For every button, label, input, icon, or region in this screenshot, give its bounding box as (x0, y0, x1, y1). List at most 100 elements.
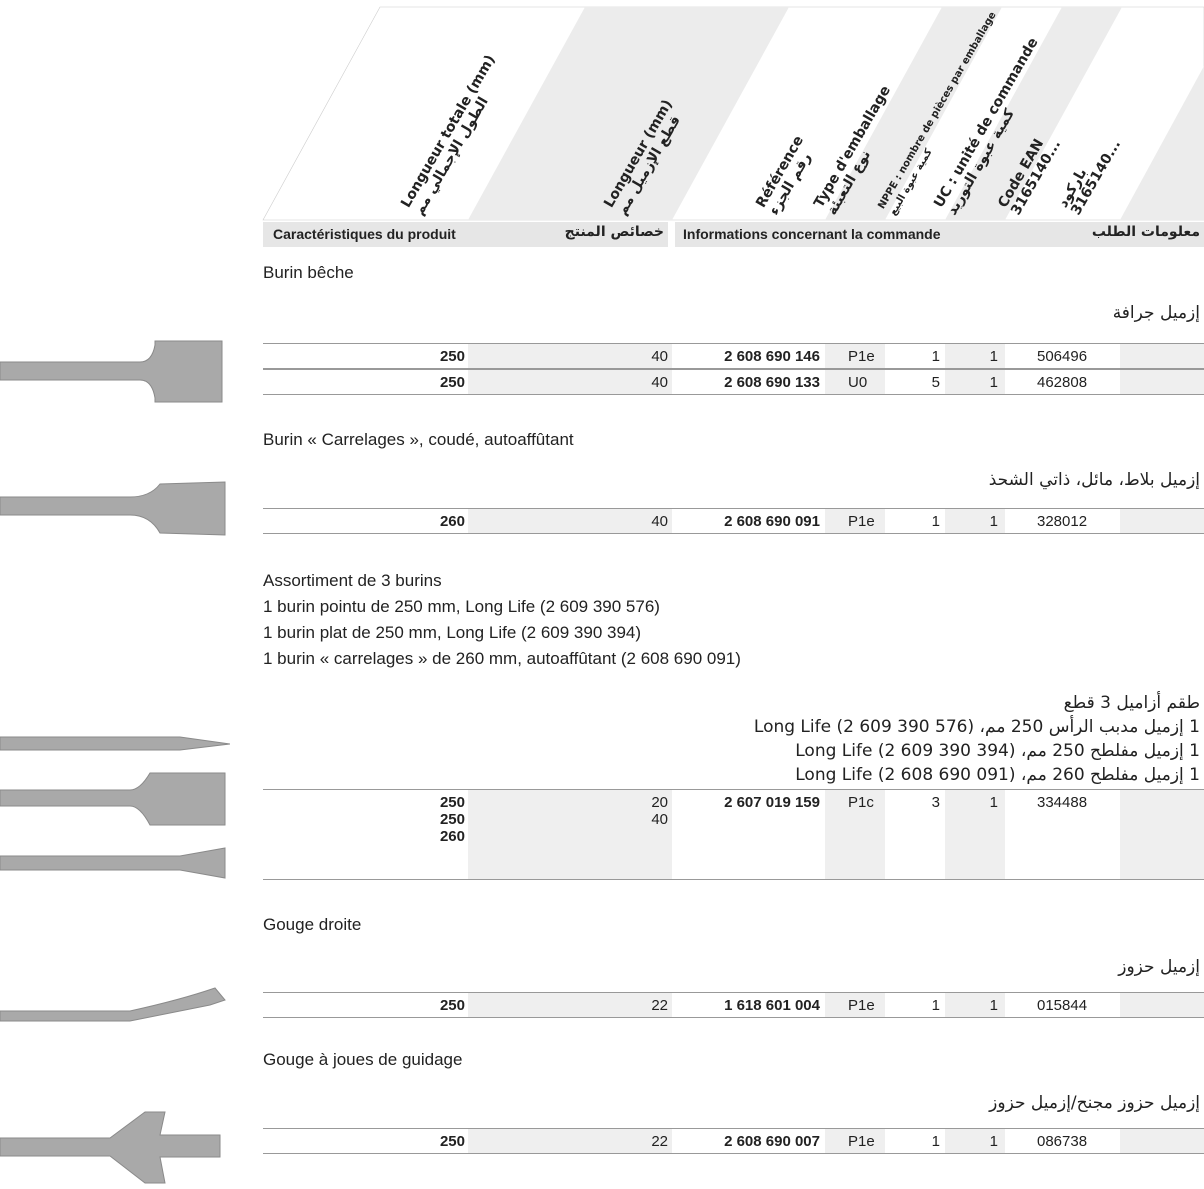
cell-reference: 2 608 690 091 (724, 513, 820, 530)
group-title-ar: إزميل حزوز مجنح/إزميل حزوز (989, 1093, 1200, 1113)
row-border (263, 1128, 1204, 1154)
cell-bg (945, 369, 1005, 395)
cell-bg (945, 343, 1005, 369)
section-title: معلومات الطلب (1091, 224, 1200, 240)
cell-nppe: 1 (931, 348, 940, 365)
group-title-ar: إزميل بلاط، مائل، ذاتي الشحذ (988, 470, 1200, 490)
cell-bg (825, 992, 885, 1018)
product-images (0, 340, 230, 1184)
cell-nppe: 5 (931, 374, 940, 391)
cell-length: 250 (439, 794, 465, 811)
cell-reference: 2 608 690 133 (724, 374, 820, 391)
cell-packaging: P1e (848, 1133, 875, 1150)
cell-bg (1120, 1128, 1204, 1154)
cell-length: 260 (439, 513, 465, 530)
cell-bg (1120, 789, 1204, 880)
cell-length: 260 (439, 828, 465, 845)
section-title: Informations concernant la commande (683, 226, 941, 242)
cell-uc: 1 (989, 513, 998, 530)
row-border (263, 508, 1204, 534)
cell-cut: 40 (651, 811, 668, 828)
cell-length: 250 (439, 997, 465, 1014)
row-border (263, 369, 1204, 395)
cell-uc: 1 (989, 1133, 998, 1150)
cell-nppe: 3 (931, 794, 940, 811)
cell-uc: 1 (989, 348, 998, 365)
cell-uc: 1 (989, 997, 998, 1014)
group-title-ar: 1 إزميل مفلطح 250 مم، Long Life (2 609 3… (795, 741, 1200, 761)
group-title-fr: Burin bêche (263, 263, 354, 282)
cell-cut: 40 (651, 348, 668, 365)
group-title-ar: إزميل جرافة (1112, 303, 1200, 323)
cell-reference: 2 608 690 146 (724, 348, 820, 365)
group-title-ar: 1 إزميل مفلطح 260 مم، Long Life (2 608 6… (795, 765, 1200, 785)
section-title: خصائص المنتج (564, 224, 664, 240)
cell-bg (1120, 992, 1204, 1018)
cell-ean: 462808 (1037, 374, 1088, 391)
cell-bg (945, 1128, 1005, 1154)
header-stripes (262, 6, 1204, 221)
cell-cut: 40 (651, 513, 668, 530)
group-title-fr: 1 burin « carrelages » de 260 mm, autoaf… (263, 649, 741, 668)
row-border (263, 789, 1204, 880)
cell-packaging: P1e (848, 997, 875, 1014)
cell-bg (945, 992, 1005, 1018)
cell-length: 250 (439, 374, 465, 391)
cell-packaging: P1c (848, 794, 874, 811)
cell-bg (825, 369, 885, 395)
cell-bg (468, 508, 672, 534)
cell-reference: 2 607 019 159 (724, 794, 820, 811)
section-bar (675, 222, 1204, 247)
cell-bg (945, 789, 1005, 880)
cell-ean: 015844 (1037, 997, 1088, 1014)
row-border (263, 992, 1204, 1018)
cell-bg (468, 369, 672, 395)
cell-bg (945, 508, 1005, 534)
cell-uc: 1 (989, 794, 998, 811)
cell-ean: 328012 (1037, 513, 1088, 530)
cell-bg (825, 343, 885, 369)
cell-uc: 1 (989, 374, 998, 391)
cell-nppe: 1 (931, 1133, 940, 1150)
cell-cut: 22 (651, 1133, 668, 1150)
cell-reference: 2 608 690 007 (724, 1133, 820, 1150)
section-bar (263, 222, 668, 247)
cell-length: 250 (439, 1133, 465, 1150)
group-title-fr: Gouge à joues de guidage (263, 1050, 463, 1069)
cell-bg (825, 1128, 885, 1154)
row-border (263, 343, 1204, 369)
cell-ean: 334488 (1037, 794, 1088, 811)
cell-bg (468, 789, 672, 880)
cell-packaging: U0 (848, 374, 868, 391)
cell-packaging: P1e (848, 513, 875, 530)
cell-bg (1120, 369, 1204, 395)
cell-nppe: 1 (931, 513, 940, 530)
cell-length: 250 (439, 811, 465, 828)
cell-cut: 40 (651, 374, 668, 391)
group-title-ar: إزميل حزوز (1118, 957, 1200, 977)
cell-bg (825, 508, 885, 534)
cell-ean: 086738 (1037, 1133, 1088, 1150)
group-title-fr: Assortiment de 3 burins (263, 571, 442, 590)
cell-packaging: P1e (848, 348, 875, 365)
group-title-fr: 1 burin pointu de 250 mm, Long Life (2 6… (263, 597, 660, 616)
cell-cut: 20 (651, 794, 668, 811)
group-title-ar: طقم أزاميل 3 قطع (1063, 693, 1200, 713)
cell-ean: 506496 (1037, 348, 1088, 365)
cell-bg (468, 343, 672, 369)
group-title-fr: Gouge droite (263, 915, 362, 934)
cell-bg (468, 992, 672, 1018)
cell-bg (1120, 343, 1204, 369)
group-title-ar: 1 إزميل مدبب الرأس 250 مم، Long Life (2 … (753, 717, 1200, 737)
cell-length: 250 (439, 348, 465, 365)
cell-reference: 1 618 601 004 (724, 997, 820, 1014)
section-title: Caractéristiques du produit (273, 226, 456, 242)
cell-bg (825, 789, 885, 880)
cell-cut: 22 (651, 997, 668, 1014)
cell-bg (1120, 508, 1204, 534)
group-title-fr: Burin « Carrelages », coudé, autoaffûtan… (263, 430, 574, 449)
cell-bg (468, 1128, 672, 1154)
group-title-fr: 1 burin plat de 250 mm, Long Life (2 609… (263, 623, 642, 642)
cell-nppe: 1 (931, 997, 940, 1014)
